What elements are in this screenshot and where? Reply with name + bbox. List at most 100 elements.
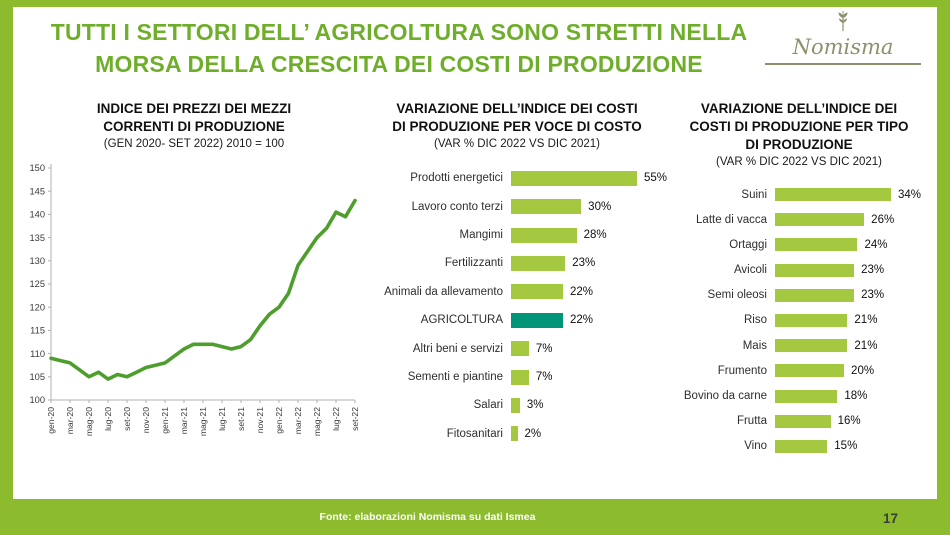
bar (775, 339, 848, 353)
bar-label: Prodotti energetici (410, 172, 503, 185)
svg-text:mar-22: mar-22 (293, 407, 303, 434)
bar-row: Mais 21% (667, 333, 931, 358)
bar-value: 26% (871, 213, 895, 226)
bar-highlight (511, 312, 563, 328)
svg-text:gen-22: gen-22 (274, 407, 284, 434)
bar-value: 18% (844, 390, 868, 402)
wheat-ornament-icon (838, 10, 848, 31)
bar-row: Animali da allevamento 22% (367, 278, 667, 306)
bar (775, 288, 855, 302)
bar-label: Vino (744, 440, 767, 453)
nomisma-logo: Nomisma (765, 10, 921, 66)
svg-text:125: 125 (29, 279, 45, 289)
panel-price-index: INDICE DEI PREZZI DEI MEZZI CORRENTI DI … (19, 100, 367, 459)
price-index-subtitle: (GEN 2020- SET 2022) 2010 = 100 (103, 138, 285, 151)
price-index-title: INDICE DEI PREZZI DEI MEZZI CORRENTI DI … (21, 100, 367, 136)
bar-value: 20% (851, 364, 875, 377)
slide-title-line1: TUTTI I SETTORI DELL’ AGRICOLTURA SONO S… (50, 19, 748, 45)
bar-label: Frumento (717, 364, 767, 377)
nomisma-logo-text: Nomisma (792, 35, 894, 59)
bar-label: Altri beni e servizi (412, 342, 503, 355)
bar-row: Latte di vacca 26% (667, 207, 931, 232)
bar-row: Sementi e piantine 7% (367, 363, 667, 391)
bar-row: Ortaggi 24% (667, 232, 931, 257)
svg-text:gen-21: gen-21 (160, 407, 170, 434)
bar-value: 34% (898, 188, 922, 201)
bar-row: Bovino da carne 18% (667, 383, 931, 408)
bar-row: Lavoro conto terzi 30% (367, 192, 667, 220)
bar (775, 238, 858, 252)
bar (775, 414, 831, 428)
bar-label: Lavoro conto terzi (411, 200, 503, 213)
title-line: INDICE DEI PREZZI DEI MEZZI (96, 101, 292, 117)
bar-value: 23% (572, 257, 596, 270)
svg-text:145: 145 (29, 186, 45, 196)
bar-value: 23% (861, 264, 885, 277)
cost-by-tipo-bars: Suini 34% Latte di vacca 26% Ortaggi 24% Avico… (667, 182, 931, 459)
svg-text:130: 130 (29, 256, 45, 266)
svg-text:gen-20: gen-20 (46, 407, 56, 434)
bar-row: Avicoli 23% (667, 257, 931, 282)
title-line: DI PRODUZIONE (745, 137, 853, 153)
svg-text:set-22: set-22 (350, 407, 360, 431)
bar-value: 21% (854, 339, 878, 352)
bar-label: Frutta (736, 415, 767, 428)
bar-value: 22% (570, 285, 594, 298)
svg-text:150: 150 (29, 163, 45, 173)
svg-text:lug-21: lug-21 (217, 407, 227, 431)
bar-value: 2% (524, 427, 542, 440)
bar-value: 30% (588, 200, 612, 213)
bar (511, 369, 529, 385)
cost-by-voce-title: VARIAZIONE DELL’INDICE DEI COSTI DI PROD… (367, 100, 667, 136)
bar-value: 16% (837, 415, 861, 428)
bar-label: Sementi e piantine (407, 371, 503, 384)
cost-by-tipo-subtitle: (VAR % DIC 2022 VS DIC 2021) (716, 155, 882, 168)
bar (775, 389, 838, 403)
cost-by-voce-bars: Prodotti energetici 55% Lavoro conto terzi… (367, 164, 667, 448)
bar-row: Vino 15% (667, 434, 931, 459)
bar (775, 188, 891, 201)
svg-text:135: 135 (29, 233, 45, 243)
bar-value: 3% (526, 399, 544, 412)
bar-label: AGRICOLTURA (420, 314, 503, 327)
bar-row: Altri beni e servizi 7% (367, 334, 667, 362)
slide-title: TUTTI I SETTORI DELL’ AGRICOLTURA SONO S… (41, 17, 757, 80)
line-chart: 100 105 110 115 120 125 130 135 140 145 150 gen-20 m… (21, 156, 367, 457)
bar-label: Fertilizzanti (444, 257, 503, 270)
logo-rule (765, 63, 921, 66)
bar-row: Riso 21% (667, 308, 931, 333)
svg-text:lug-20: lug-20 (103, 407, 113, 431)
bar-row: Prodotti energetici 55% (367, 164, 667, 192)
bar-row: Frutta 16% (667, 409, 931, 434)
title-line: VARIAZIONE DELL’INDICE DEI COSTI (396, 101, 638, 117)
bar (775, 364, 845, 378)
svg-text:100: 100 (29, 395, 45, 405)
title-line: DI PRODUZIONE PER VOCE DI COSTO (392, 119, 642, 135)
svg-text:mar-21: mar-21 (179, 407, 189, 434)
svg-text:115: 115 (30, 326, 45, 336)
bar-label: Semi oleosi (707, 289, 767, 302)
bar-row: Mangimi 28% (367, 221, 667, 249)
footer-source: Fonte: elaborazioni Nomisma su dati Isme… (319, 511, 536, 523)
panel-cost-by-voce: VARIAZIONE DELL’INDICE DEI COSTI DI PROD… (367, 100, 667, 459)
page-number: 17 (882, 511, 898, 526)
bar-row: Suini 34% (667, 182, 931, 207)
svg-text:105: 105 (29, 372, 45, 382)
bar (511, 227, 577, 243)
panel-cost-by-tipo: VARIAZIONE DELL’INDICE DEI COSTI DI PROD… (667, 100, 931, 459)
bar (511, 170, 637, 186)
svg-text:nov-20: nov-20 (141, 407, 151, 433)
svg-text:120: 120 (29, 302, 45, 312)
bar-label: Mais (742, 339, 767, 352)
bar-row: Semi oleosi 23% (667, 283, 931, 308)
title-line: CORRENTI DI PRODUZIONE (103, 119, 285, 135)
bar-value: 55% (643, 172, 667, 185)
bar (511, 284, 563, 300)
bar-value: 24% (864, 238, 888, 251)
bar-label: Suini (741, 188, 767, 201)
bar-label: Latte di vacca (696, 213, 767, 226)
svg-text:140: 140 (29, 210, 45, 220)
svg-text:mag-21: mag-21 (198, 407, 208, 436)
line-chart-svg: 100 105 110 115 120 125 130 135 140 145 150 gen-20 m… (29, 163, 360, 436)
